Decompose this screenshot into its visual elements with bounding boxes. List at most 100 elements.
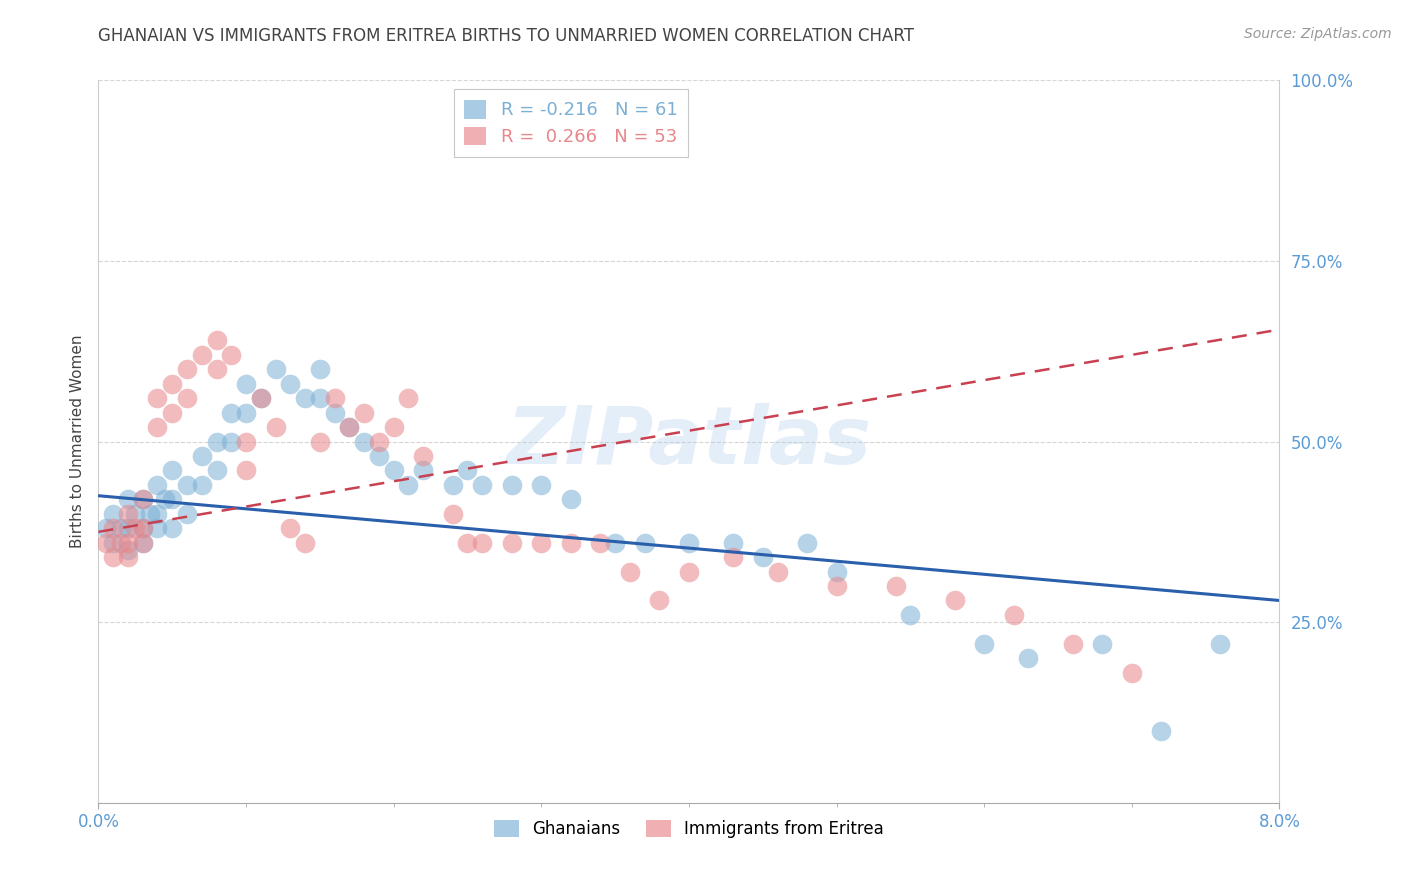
Point	[294, 535, 316, 549]
Point	[382, 420, 405, 434]
Point	[560, 535, 582, 549]
Point	[382, 463, 405, 477]
Point	[530, 478, 553, 492]
Point	[825, 565, 848, 579]
Point	[162, 492, 183, 507]
Point	[560, 492, 582, 507]
Text: Source: ZipAtlas.com: Source: ZipAtlas.com	[1244, 27, 1392, 41]
Point	[221, 348, 243, 362]
Point	[103, 521, 125, 535]
Point	[191, 478, 214, 492]
Point	[94, 521, 117, 535]
Point	[124, 507, 146, 521]
Point	[678, 535, 700, 549]
Point	[146, 420, 169, 434]
Point	[205, 362, 228, 376]
Point	[94, 535, 117, 549]
Point	[264, 420, 287, 434]
Point	[648, 593, 671, 607]
Point	[1150, 723, 1173, 738]
Point	[146, 521, 169, 535]
Point	[501, 535, 523, 549]
Point	[605, 535, 627, 549]
Point	[723, 535, 745, 549]
Point	[132, 492, 155, 507]
Point	[309, 391, 332, 405]
Point	[368, 449, 391, 463]
Point	[132, 492, 155, 507]
Point	[678, 565, 700, 579]
Point	[162, 463, 183, 477]
Point	[162, 521, 183, 535]
Point	[323, 391, 346, 405]
Point	[943, 593, 966, 607]
Point	[398, 478, 420, 492]
Point	[280, 376, 302, 391]
Point	[530, 535, 553, 549]
Point	[471, 535, 494, 549]
Point	[117, 535, 139, 549]
Point	[117, 492, 139, 507]
Point	[339, 420, 361, 434]
Point	[884, 579, 907, 593]
Point	[146, 507, 169, 521]
Point	[191, 449, 214, 463]
Point	[723, 550, 745, 565]
Point	[205, 334, 228, 348]
Point	[235, 434, 257, 449]
Text: ZIPatlas: ZIPatlas	[506, 402, 872, 481]
Point	[117, 521, 139, 535]
Point	[309, 362, 332, 376]
Point	[110, 521, 132, 535]
Point	[146, 391, 169, 405]
Point	[264, 362, 287, 376]
Point	[796, 535, 818, 549]
Point	[353, 406, 375, 420]
Point	[250, 391, 273, 405]
Point	[235, 463, 257, 477]
Point	[205, 463, 228, 477]
Point	[339, 420, 361, 434]
Point	[589, 535, 612, 549]
Point	[294, 391, 316, 405]
Point	[132, 521, 155, 535]
Point	[353, 434, 375, 449]
Point	[132, 535, 155, 549]
Point	[117, 542, 139, 557]
Point	[280, 521, 302, 535]
Point	[1209, 637, 1232, 651]
Y-axis label: Births to Unmarried Women: Births to Unmarried Women	[69, 334, 84, 549]
Point	[132, 535, 155, 549]
Point	[221, 434, 243, 449]
Point	[1018, 651, 1040, 665]
Text: GHANAIAN VS IMMIGRANTS FROM ERITREA BIRTHS TO UNMARRIED WOMEN CORRELATION CHART: GHANAIAN VS IMMIGRANTS FROM ERITREA BIRT…	[98, 27, 914, 45]
Point	[153, 492, 176, 507]
Point	[162, 376, 183, 391]
Point	[619, 565, 641, 579]
Point	[457, 535, 479, 549]
Point	[441, 507, 464, 521]
Point	[191, 348, 214, 362]
Point	[250, 391, 273, 405]
Point	[176, 391, 198, 405]
Point	[103, 535, 125, 549]
Point	[501, 478, 523, 492]
Point	[441, 478, 464, 492]
Point	[139, 507, 162, 521]
Point	[117, 550, 139, 565]
Point	[146, 478, 169, 492]
Point	[457, 463, 479, 477]
Point	[176, 362, 198, 376]
Point	[205, 434, 228, 449]
Point	[176, 478, 198, 492]
Point	[221, 406, 243, 420]
Point	[235, 406, 257, 420]
Point	[752, 550, 775, 565]
Point	[900, 607, 922, 622]
Point	[110, 535, 132, 549]
Point	[176, 507, 198, 521]
Point	[634, 535, 657, 549]
Point	[103, 550, 125, 565]
Point	[1091, 637, 1114, 651]
Point	[412, 449, 434, 463]
